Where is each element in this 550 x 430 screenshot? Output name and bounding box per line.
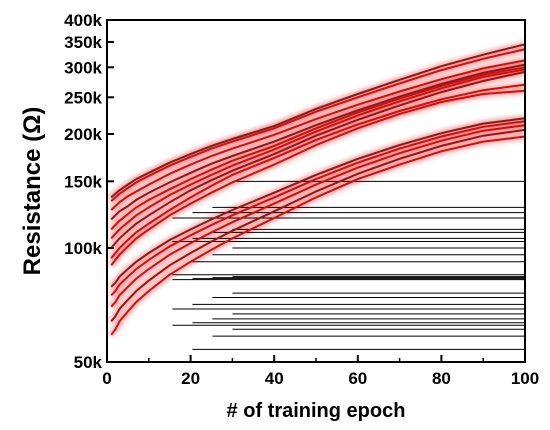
x-tick-label: 20	[181, 369, 200, 388]
series-line	[110, 124, 525, 308]
x-tick-label: 40	[265, 369, 284, 388]
x-tick-label: 100	[511, 369, 539, 388]
y-tick-label: 50k	[74, 353, 103, 372]
series-line	[110, 117, 525, 288]
series-line	[110, 135, 525, 336]
series-line	[110, 63, 525, 221]
horizontal-lines	[172, 180, 525, 350]
y-axis-title: Resistance (Ω)	[19, 107, 46, 276]
y-tick-label: 150k	[64, 172, 102, 191]
series-line	[110, 128, 525, 323]
x-tick-label: 60	[348, 369, 367, 388]
series-line	[110, 70, 525, 249]
series-line	[110, 43, 525, 199]
series-lines	[110, 43, 525, 336]
series-line	[110, 48, 525, 202]
x-ticks: 0 20 40 60 80 100	[102, 355, 539, 388]
y-tick-label: 250k	[64, 88, 102, 107]
series-line	[110, 83, 525, 259]
series-line	[110, 89, 525, 266]
series-line	[110, 120, 525, 296]
y-tick-label: 300k	[64, 58, 102, 77]
y-tick-label: 350k	[64, 33, 102, 52]
series-line	[110, 59, 525, 211]
x-tick-label: 0	[102, 369, 111, 388]
y-tick-label: 400k	[64, 11, 102, 30]
y-tick-label: 100k	[64, 239, 102, 258]
y-ticks: 50k 100k 150k 200k 250k 300k 350k 400k	[64, 11, 114, 372]
y-tick-label: 200k	[64, 125, 102, 144]
series-line	[110, 68, 525, 240]
x-axis-title: # of training epoch	[227, 400, 406, 422]
x-tick-label: 80	[432, 369, 451, 388]
series-line	[110, 66, 525, 231]
